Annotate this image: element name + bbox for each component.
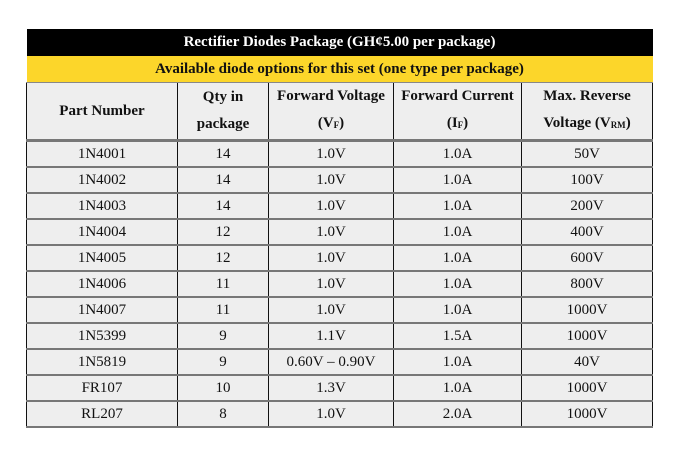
header-forward-current: Forward Current (IF): [393, 82, 522, 142]
cell-part-number: 1N4002: [26, 167, 178, 194]
cell-max-reverse-voltage: 1000V: [520, 401, 654, 428]
table-row: 1N4004 12 1.0V 1.0A 400V: [26, 219, 654, 246]
header-part-number: Part Number: [26, 82, 178, 142]
cell-max-reverse-voltage: 40V: [520, 349, 654, 376]
cell-forward-voltage: 1.0V: [268, 193, 394, 220]
cell-forward-current: 1.0A: [393, 297, 522, 324]
cell-qty: 9: [177, 349, 269, 376]
cell-part-number: 1N4003: [26, 193, 178, 220]
cell-part-number: 1N4006: [26, 271, 178, 298]
cell-forward-current: 1.0A: [393, 167, 522, 194]
cell-part-number: 1N4005: [26, 245, 178, 272]
cell-qty: 12: [177, 219, 269, 246]
cell-qty: 12: [177, 245, 269, 272]
cell-max-reverse-voltage: 400V: [520, 219, 654, 246]
header-qty: Qty in package: [177, 82, 269, 142]
table-row: 1N4003 14 1.0V 1.0A 200V: [26, 193, 654, 220]
cell-forward-voltage: 1.0V: [268, 140, 394, 168]
cell-max-reverse-voltage: 50V: [520, 140, 654, 168]
cell-part-number: 1N5399: [26, 323, 178, 350]
cell-forward-voltage: 1.0V: [268, 401, 394, 428]
cell-part-number: 1N4007: [26, 297, 178, 324]
cell-forward-current: 1.0A: [393, 219, 522, 246]
cell-part-number: 1N4004: [26, 219, 178, 246]
cell-forward-voltage: 0.60V – 0.90V: [268, 349, 394, 376]
cell-forward-current: 1.0A: [393, 349, 522, 376]
cell-max-reverse-voltage: 1000V: [520, 323, 654, 350]
cell-max-reverse-voltage: 200V: [520, 193, 654, 220]
diode-table: Rectifier Diodes Package (GH¢5.00 per pa…: [26, 29, 654, 428]
cell-forward-current: 1.0A: [393, 245, 522, 272]
cell-forward-current: 1.0A: [393, 140, 522, 168]
cell-forward-voltage: 1.0V: [268, 297, 394, 324]
table-row: 1N4002 14 1.0V 1.0A 100V: [26, 167, 654, 194]
cell-qty: 10: [177, 375, 269, 402]
cell-max-reverse-voltage: 600V: [520, 245, 654, 272]
cell-forward-voltage: 1.0V: [268, 271, 394, 298]
cell-forward-voltage: 1.3V: [268, 375, 394, 402]
cell-qty: 14: [177, 140, 269, 168]
table-row: 1N4007 11 1.0V 1.0A 1000V: [26, 297, 654, 324]
cell-forward-current: 1.0A: [393, 271, 522, 298]
cell-qty: 11: [177, 271, 269, 298]
table-row: 1N4005 12 1.0V 1.0A 600V: [26, 245, 654, 272]
cell-forward-current: 1.0A: [393, 193, 522, 220]
header-max-reverse-voltage: Max. Reverse Voltage (VRM): [520, 82, 654, 142]
header-forward-voltage: Forward Voltage (VF): [268, 82, 394, 142]
cell-forward-voltage: 1.0V: [268, 245, 394, 272]
cell-part-number: FR107: [26, 375, 178, 402]
cell-part-number: 1N5819: [26, 349, 178, 376]
table-row: 1N5819 9 0.60V – 0.90V 1.0A 40V: [26, 349, 654, 376]
table-row: FR107 10 1.3V 1.0A 1000V: [26, 375, 654, 402]
cell-forward-current: 1.5A: [393, 323, 522, 350]
cell-part-number: RL207: [26, 401, 178, 428]
cell-max-reverse-voltage: 800V: [520, 271, 654, 298]
table-subtitle: Available diode options for this set (on…: [26, 56, 653, 83]
cell-forward-voltage: 1.0V: [268, 219, 394, 246]
cell-qty: 9: [177, 323, 269, 350]
cell-max-reverse-voltage: 1000V: [520, 297, 654, 324]
cell-qty: 11: [177, 297, 269, 324]
cell-forward-current: 2.0A: [393, 401, 522, 428]
cell-qty: 8: [177, 401, 269, 428]
cell-max-reverse-voltage: 100V: [520, 167, 654, 194]
cell-forward-voltage: 1.0V: [268, 167, 394, 194]
cell-qty: 14: [177, 193, 269, 220]
cell-max-reverse-voltage: 1000V: [520, 375, 654, 402]
table-row: 1N5399 9 1.1V 1.5A 1000V: [26, 323, 654, 350]
cell-forward-voltage: 1.1V: [268, 323, 394, 350]
cell-qty: 14: [177, 167, 269, 194]
cell-forward-current: 1.0A: [393, 375, 522, 402]
table-row: 1N4001 14 1.0V 1.0A 50V: [26, 140, 654, 168]
table-title: Rectifier Diodes Package (GH¢5.00 per pa…: [26, 29, 653, 56]
cell-part-number: 1N4001: [26, 140, 178, 168]
table-row: RL207 8 1.0V 2.0A 1000V: [26, 401, 654, 428]
table-row: 1N4006 11 1.0V 1.0A 800V: [26, 271, 654, 298]
